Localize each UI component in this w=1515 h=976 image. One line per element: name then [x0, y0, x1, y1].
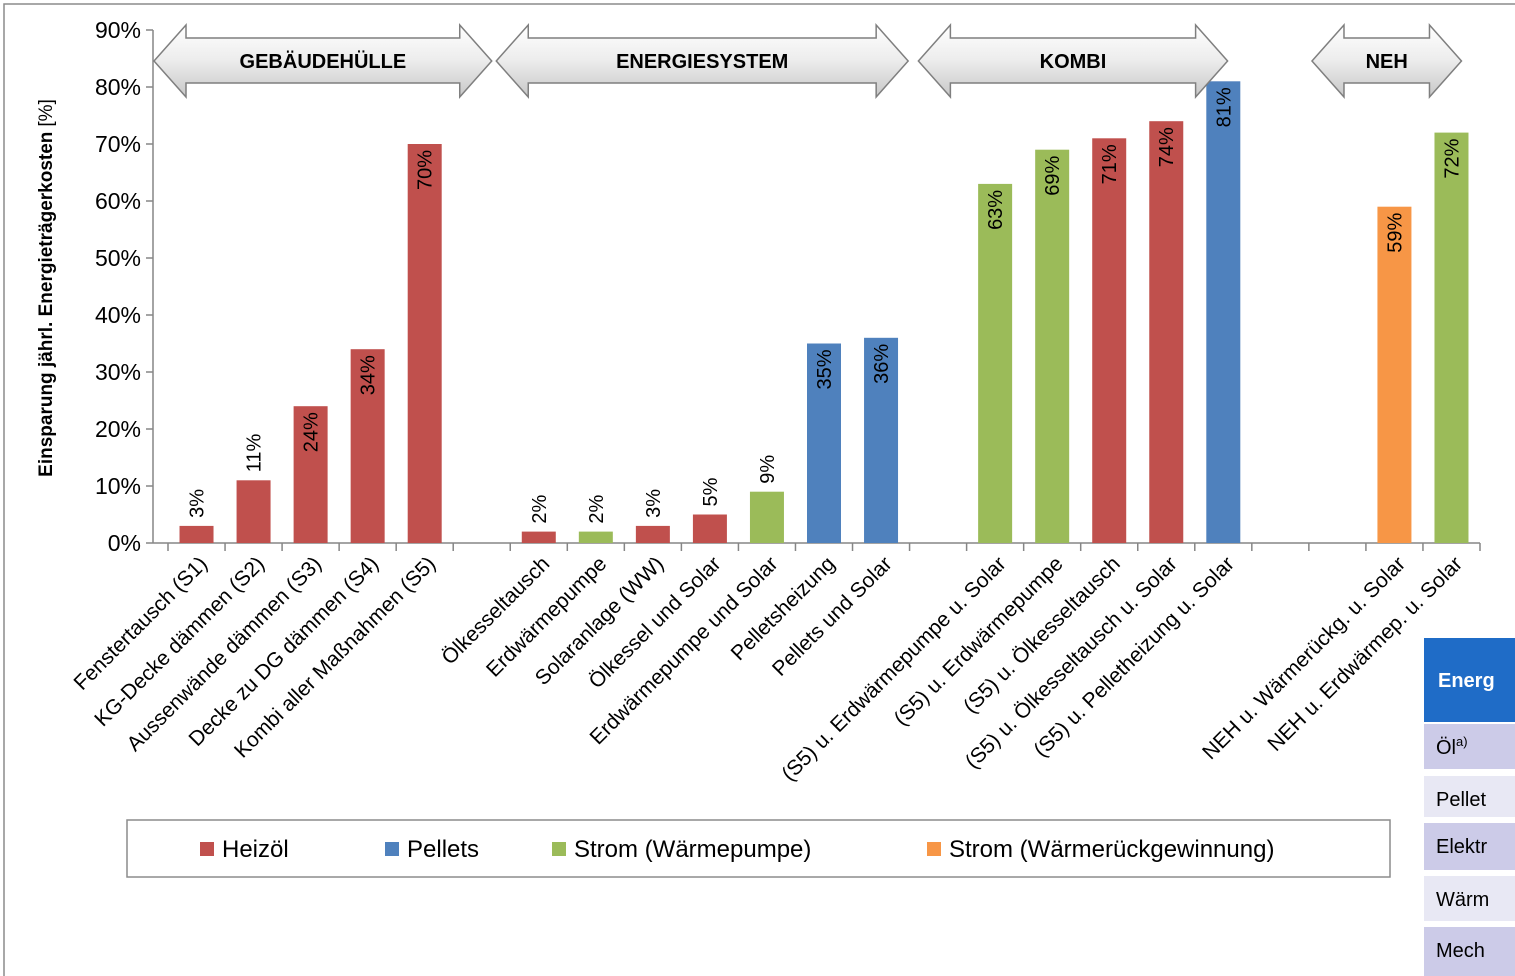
legend-label: Strom (Wärmerückgewinnung)	[949, 836, 1274, 863]
bar	[1434, 132, 1469, 543]
group-arrow	[917, 23, 1229, 99]
side-table-row-bg	[1424, 776, 1515, 817]
data-label: 74%	[1156, 127, 1178, 167]
bar	[293, 406, 328, 543]
y-tick-label: 90%	[95, 17, 141, 43]
bar	[1149, 121, 1184, 543]
side-table-cell: Mech	[1436, 940, 1485, 962]
side-table-cell-text: Elektr	[1436, 836, 1487, 858]
legend-swatch	[927, 842, 941, 856]
side-table-cell: Elektr	[1436, 836, 1487, 858]
legend-swatch	[552, 842, 566, 856]
y-axis-label-unit: [%]	[36, 99, 57, 126]
y-tick-label: 40%	[95, 302, 141, 328]
bar	[1377, 206, 1412, 543]
legend-swatch	[385, 842, 399, 856]
side-table-cell-text: Öl	[1436, 737, 1456, 759]
side-table-row-bg	[1424, 927, 1515, 976]
bar	[692, 514, 727, 543]
data-label: 34%	[358, 355, 380, 395]
side-table-cell-text: Pellet	[1436, 789, 1486, 811]
y-tick-label: 70%	[95, 131, 141, 157]
bar	[407, 144, 442, 543]
legend-label: Strom (Wärmepumpe)	[574, 836, 811, 863]
data-label: 5%	[700, 477, 722, 506]
y-tick-label: 10%	[95, 473, 141, 499]
legend-label: Pellets	[407, 836, 479, 863]
bar	[864, 337, 899, 543]
side-table-cell-text: a)	[1456, 734, 1468, 749]
y-axis-label: Einsparung jährl. Energieträgerkosten [%]	[36, 99, 57, 477]
data-label: 70%	[415, 150, 437, 190]
data-label: 59%	[1384, 212, 1406, 252]
y-tick-label: 60%	[95, 188, 141, 214]
side-table-cell: Öla)	[1436, 734, 1468, 759]
data-label: 63%	[985, 190, 1007, 230]
data-label: 72%	[1441, 138, 1463, 178]
y-axis-label-main: Einsparung jährl. Energieträgerkosten	[36, 132, 57, 477]
side-table-cell-text: Wärm	[1436, 889, 1489, 911]
side-table-cell-text: Mech	[1436, 940, 1485, 962]
data-label: 36%	[871, 344, 893, 384]
y-tick-label: 30%	[95, 359, 141, 385]
side-table-header: Energ	[1438, 670, 1495, 692]
data-label: 81%	[1213, 87, 1235, 127]
data-label: 11%	[244, 434, 266, 473]
bar	[1092, 138, 1127, 544]
side-table-row-bg	[1424, 724, 1515, 769]
bar	[749, 491, 784, 543]
bar	[179, 525, 214, 543]
group-label: GEBÄUDEHÜLLE	[240, 50, 407, 73]
data-label: 2%	[586, 494, 608, 523]
data-label: 24%	[301, 412, 323, 452]
data-label: 2%	[529, 494, 551, 523]
bar	[521, 531, 556, 543]
side-table-cell: Pellet	[1436, 789, 1486, 811]
group-arrow	[152, 23, 493, 99]
bar	[807, 343, 841, 543]
y-tick-label: 80%	[95, 74, 141, 100]
side-table: Energ Öla) Pellet Elektr Wärm Mech	[1424, 638, 1515, 976]
data-label: 3%	[643, 489, 665, 518]
y-tick-label: 50%	[95, 245, 141, 271]
side-table-cell: Wärm	[1436, 889, 1489, 911]
data-label: 35%	[814, 349, 836, 389]
side-table-header-bg	[1424, 638, 1515, 722]
group-label: NEH	[1366, 51, 1408, 73]
side-table-row-bg	[1424, 823, 1515, 870]
bar	[578, 531, 613, 543]
y-tick-label: 0%	[108, 530, 141, 556]
legend-swatch	[200, 842, 214, 856]
bar	[236, 480, 271, 543]
data-label: 69%	[1042, 155, 1064, 195]
bar	[1206, 81, 1241, 544]
legend-label: Heizöl	[222, 836, 289, 863]
data-label: 9%	[757, 455, 779, 484]
bar	[1035, 149, 1070, 543]
bar	[978, 183, 1013, 543]
y-tick-label: 20%	[95, 416, 141, 442]
group-label: ENERGIESYSTEM	[616, 51, 788, 73]
bar	[635, 525, 670, 543]
data-label: 3%	[187, 489, 209, 518]
group-label: KOMBI	[1040, 51, 1107, 73]
bar	[350, 349, 385, 543]
data-label: 71%	[1099, 144, 1121, 184]
group-arrow	[1310, 23, 1463, 99]
legend-box	[126, 819, 1391, 878]
group-arrow	[495, 23, 910, 99]
side-table-row-bg	[1424, 876, 1515, 921]
